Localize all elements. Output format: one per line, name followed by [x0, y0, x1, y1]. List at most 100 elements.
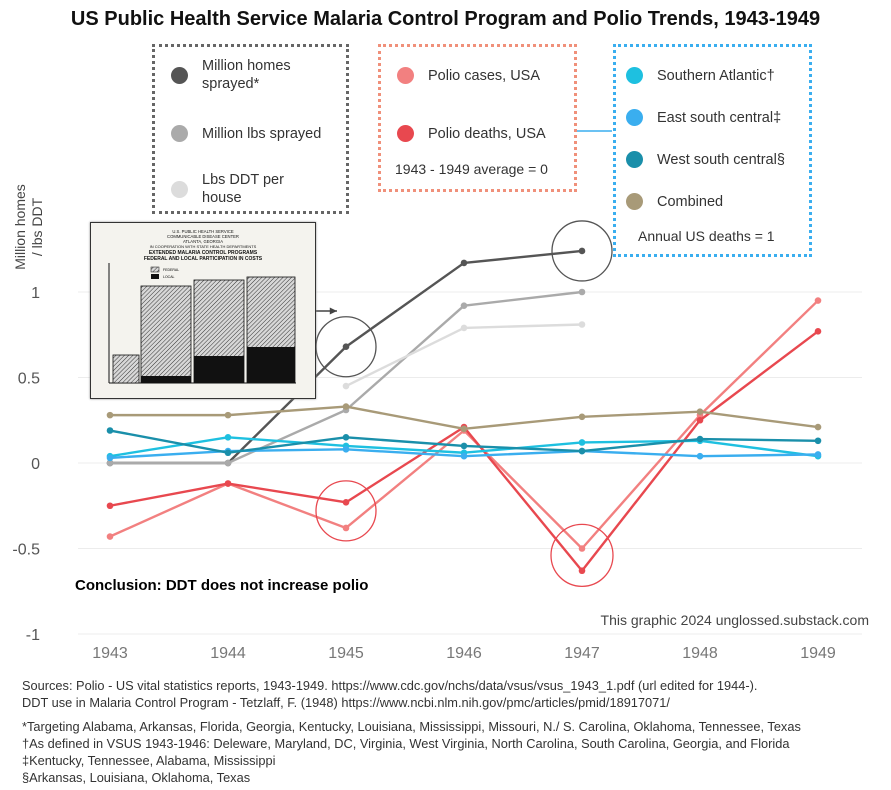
legend-swatch-west-south-central [626, 151, 643, 168]
data-point [106, 411, 114, 419]
data-point [106, 454, 114, 462]
document-chart-image: U.S. PUBLIC HEALTH SERVICE COMMUNICABLE … [91, 223, 315, 398]
x-tick-label: 1944 [210, 645, 246, 662]
legend-swatch-polio-deaths [397, 125, 414, 142]
x-tick-label: 1943 [92, 645, 128, 662]
series-line [106, 427, 822, 457]
data-point [814, 328, 822, 335]
data-point [106, 533, 114, 540]
series-line [106, 403, 822, 433]
legend-swatch-polio-cases [397, 67, 414, 84]
y-tick-label: -1 [26, 627, 40, 644]
data-point [224, 449, 232, 457]
series-line [106, 288, 586, 467]
data-point [460, 259, 468, 267]
legend-regions: Southern Atlantic† East south central‡ W… [613, 44, 812, 257]
data-point [696, 435, 704, 443]
legend-label-ddt-per-house: Lbs DDT per house [202, 172, 284, 206]
data-point [578, 545, 586, 552]
data-point [342, 524, 350, 532]
legend-label-lbs-sprayed: Million lbs sprayed [202, 125, 322, 142]
legend-item-polio-cases: Polio cases, USA [397, 67, 540, 84]
legend-swatch-ddt-per-house [171, 180, 188, 198]
chart-title: US Public Health Service Malaria Control… [70, 8, 821, 30]
data-point [106, 502, 114, 510]
legend-label-polio-deaths: Polio deaths, USA [428, 125, 546, 142]
legend-swatch-homes-sprayed [171, 66, 188, 84]
highlight-ring [550, 523, 614, 587]
data-point [342, 434, 350, 441]
inset-line2: COMMUNICABLE DISEASE CENTER [167, 234, 239, 239]
legend-swatch-lbs-sprayed [171, 125, 188, 142]
data-point [578, 567, 586, 575]
data-point [460, 452, 468, 460]
data-point [814, 297, 822, 304]
legend-swatch-combined [626, 193, 643, 210]
data-point [814, 451, 822, 458]
y-tick-label: 1 [31, 285, 40, 302]
data-point [224, 459, 232, 467]
sources-line2: DDT use in Malaria Control Program - Tet… [22, 695, 670, 710]
inset-line3: ATLANTA, GEORGIA [183, 239, 223, 244]
data-point [578, 288, 586, 296]
x-tick-label: 1947 [564, 645, 600, 662]
data-point [342, 382, 350, 390]
data-point [814, 423, 822, 431]
footnote-line3: ‡Kentucky, Tennessee, Alabama, Mississip… [22, 753, 276, 768]
data-point [696, 408, 704, 416]
x-tick-label: 1945 [328, 645, 364, 662]
highlight-ring [551, 220, 613, 282]
data-point [224, 480, 232, 487]
data-point [578, 321, 586, 328]
x-tick-label: 1948 [682, 645, 718, 662]
credit-annotation: This graphic 2024 unglossed.substack.com [600, 612, 869, 628]
footnote-line2: †As defined in VSUS 1943-1946: Deleware,… [22, 736, 790, 751]
legend-item-ddt-per-house: Lbs DDT per house [171, 171, 297, 207]
legend-label-homes-sprayed: Million homes sprayed* [202, 58, 291, 92]
data-point [460, 425, 468, 433]
inset-line6: FEDERAL AND LOCAL PARTICIPATION IN COSTS [144, 256, 263, 262]
data-point [696, 452, 704, 460]
legend-polio: Polio cases, USA Polio deaths, USA 1943 … [378, 44, 577, 192]
data-point [814, 437, 822, 445]
highlight-ring [315, 316, 377, 378]
inset-line1: U.S. PUBLIC HEALTH SERVICE [172, 229, 233, 234]
y-tick-label: 0.5 [18, 371, 40, 388]
y-axis-label-line1: Million homes [12, 184, 28, 270]
data-point [578, 413, 586, 421]
data-point [342, 403, 350, 410]
data-point [460, 442, 468, 450]
inset-line5: EXTENDED MALARIA CONTROL PROGRAMS [149, 250, 258, 256]
legend-label-southern-atlantic: Southern Atlantic† [657, 67, 775, 84]
sources-line1: Sources: Polio - US vital statistics rep… [22, 678, 758, 693]
data-point [224, 434, 232, 441]
data-point [578, 247, 586, 255]
y-tick-label: -0.5 [12, 542, 40, 559]
data-point [106, 459, 114, 467]
y-axis-label: Million homes / lbs DDT [12, 172, 46, 282]
arrow-head [329, 307, 337, 315]
legend-label-east-south-central: East south central‡ [657, 109, 782, 126]
legend-note-regions: Annual US deaths = 1 [638, 228, 775, 244]
legend-label-polio-cases: Polio cases, USA [428, 67, 541, 84]
legend-swatch-southern-atlantic [626, 67, 643, 84]
legend-label-west-south-central: West south central§ [657, 151, 785, 168]
legend-item-southern-atlantic: Southern Atlantic† [626, 67, 775, 84]
legend-item-homes-sprayed: Million homes sprayed* [171, 57, 341, 93]
x-tick-label: 1949 [800, 645, 836, 662]
data-point [224, 411, 232, 419]
inset-legend-local: LOCAL [163, 275, 175, 279]
legend-item-lbs-sprayed: Million lbs sprayed [171, 125, 321, 142]
data-point [460, 324, 468, 332]
data-point [578, 439, 586, 446]
data-point [342, 343, 350, 351]
conclusion-annotation: Conclusion: DDT does not increase polio [75, 577, 369, 594]
data-point [460, 302, 468, 309]
data-point [106, 427, 114, 434]
malaria-program-document-image: U.S. PUBLIC HEALTH SERVICE COMMUNICABLE … [90, 222, 316, 399]
data-point [342, 446, 350, 453]
legend-ddt: Million homes sprayed* Million lbs spray… [152, 44, 349, 214]
inset-line4: IN COOPERATION WITH STATE HEALTH DEPARTM… [150, 244, 257, 249]
data-point [578, 447, 586, 455]
